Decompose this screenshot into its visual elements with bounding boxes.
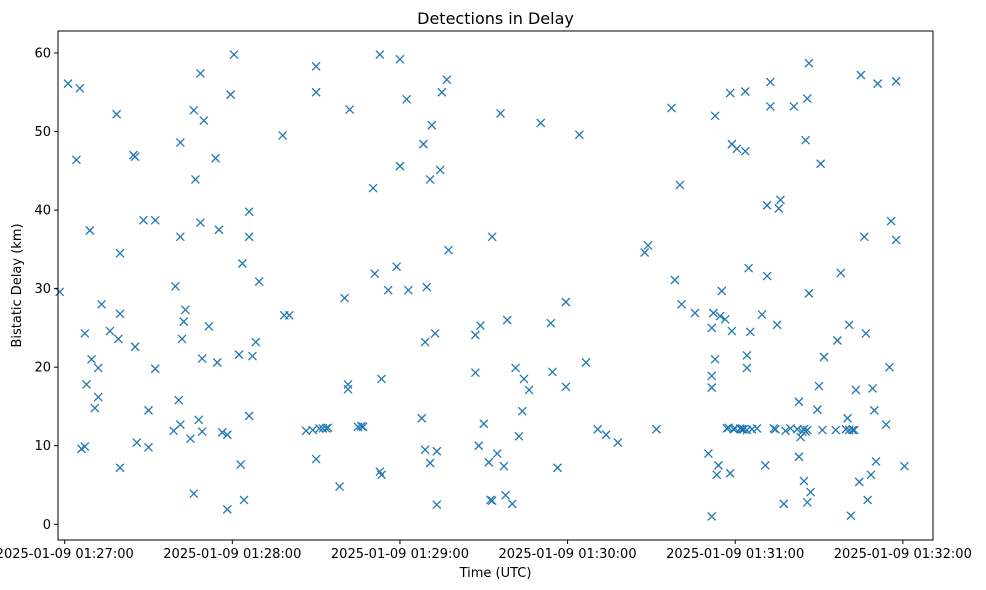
y-tick-label: 60 [34, 46, 51, 61]
x-tick-label: 2025-01-09 01:29:00 [331, 547, 469, 562]
y-tick-label: 30 [34, 282, 51, 297]
y-axis-label: Bistatic Delay (km) [10, 223, 25, 347]
x-tick-label: 2025-01-09 01:32:00 [834, 547, 972, 562]
x-tick-label: 2025-01-09 01:27:00 [0, 547, 134, 562]
y-tick-label: 10 [34, 439, 51, 454]
x-tick-label: 2025-01-09 01:31:00 [666, 547, 804, 562]
y-tick-label: 0 [43, 518, 51, 533]
chart-title: Detections in Delay [417, 9, 574, 28]
y-tick-label: 50 [34, 125, 51, 140]
y-tick-label: 40 [34, 204, 51, 219]
x-tick-label: 2025-01-09 01:30:00 [499, 547, 637, 562]
x-axis-label: Time (UTC) [459, 566, 532, 581]
x-tick-label: 2025-01-09 01:28:00 [163, 547, 301, 562]
y-tick-label: 20 [34, 361, 51, 376]
scatter-chart: Detections in Delay 2025-01-09 01:27:00 2… [0, 0, 986, 590]
